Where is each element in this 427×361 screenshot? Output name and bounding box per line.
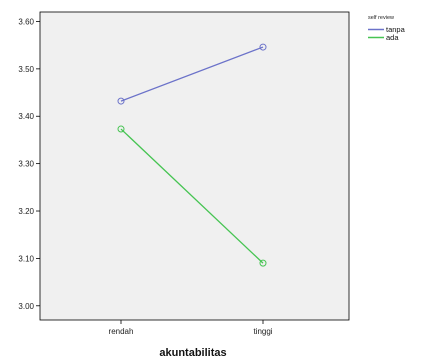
data-point-tanpa-tinggi xyxy=(259,43,267,51)
x-tick-label: rendah xyxy=(109,327,134,336)
x-tick-label: tinggi xyxy=(253,327,272,336)
y-axis: 3.00 3.10 3.20 3.30 3.40 3.50 3.60 xyxy=(18,17,40,311)
data-point-ada-rendah xyxy=(117,125,125,133)
y-tick-label: 3.50 xyxy=(18,65,34,74)
y-tick-label: 3.00 xyxy=(18,302,34,311)
legend-label-tanpa: tanpa xyxy=(386,25,406,34)
y-tick-label: 3.40 xyxy=(18,112,34,121)
series-line-tanpa xyxy=(120,46,264,102)
data-point-ada-tinggi xyxy=(259,259,267,267)
y-tick-label: 3.20 xyxy=(18,207,34,216)
series-layer xyxy=(117,43,267,267)
y-tick-label: 3.60 xyxy=(18,17,34,26)
x-axis: rendah tinggi xyxy=(109,320,273,336)
legend-title: self review xyxy=(368,15,394,21)
series-line-ada xyxy=(120,128,264,264)
legend-label-ada: ada xyxy=(386,33,399,42)
y-tick-label: 3.30 xyxy=(18,160,34,169)
plot-area xyxy=(39,11,350,321)
x-axis-title: akuntabilitas xyxy=(159,347,226,359)
data-point-tanpa-rendah xyxy=(117,97,125,105)
y-tick-label: 3.10 xyxy=(18,254,34,263)
